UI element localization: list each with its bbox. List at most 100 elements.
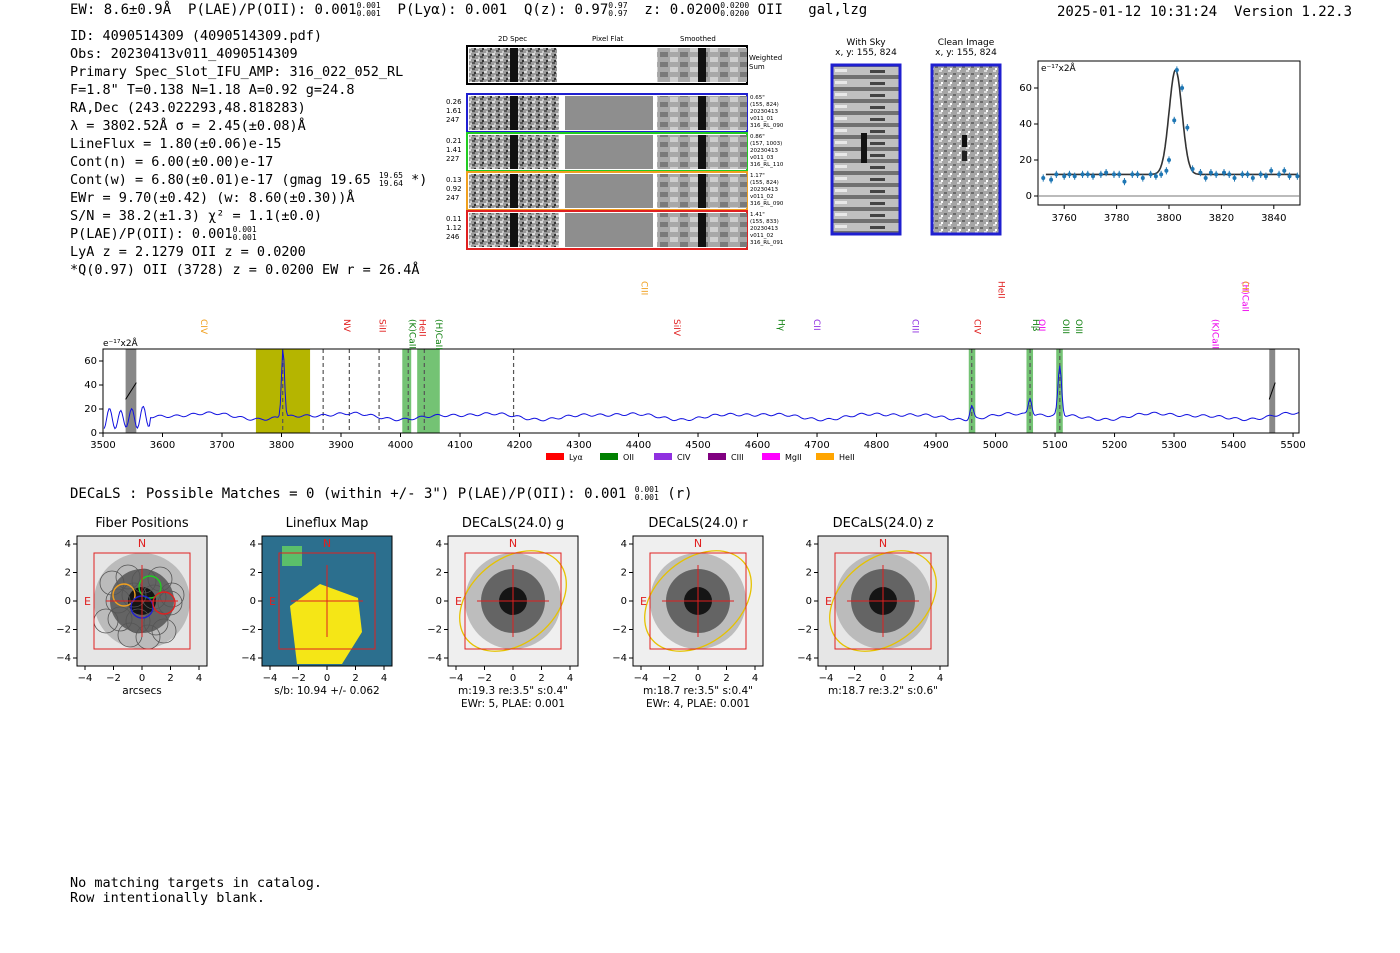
fit-data-point <box>1185 125 1190 130</box>
cutout-emission-line <box>510 174 518 208</box>
spectrum-line-label: Hγ <box>775 319 785 332</box>
fit-data-point <box>1295 174 1300 179</box>
decals-east-label: E <box>84 595 91 608</box>
fit-data-point <box>1140 176 1145 180</box>
fit-data-point <box>1263 174 1268 179</box>
spectrum-xtick-label: 4300 <box>566 440 591 451</box>
decals-caption: arcsecs <box>122 685 161 697</box>
spectrum-xtick-label: 5500 <box>1280 440 1305 451</box>
fit-data-point <box>1041 176 1046 180</box>
decals-xtick-label: 2 <box>167 673 173 684</box>
spectrum-line-label: OIII <box>1060 319 1070 334</box>
fiber-highlight <box>138 575 162 599</box>
decals-xtick-label: −4 <box>263 673 278 684</box>
cutout-smoothed-line <box>698 174 706 208</box>
cutout-row-left-label: 0.26 1.61 247 <box>446 98 462 124</box>
decals-caption-2: EWr: 4, PLAE: 0.001 <box>646 698 750 710</box>
fiber-circle <box>121 582 147 608</box>
header-plae: P(LAE)/P(OII): 0.001 <box>188 2 357 18</box>
decals-ytick-label: −2 <box>797 625 812 636</box>
spectrum-xtick-label: 3700 <box>209 440 234 451</box>
decals-east-label: E <box>825 595 832 608</box>
fit-data-point <box>1054 172 1059 177</box>
decals-xtick-label: 0 <box>880 673 886 684</box>
decals-ytick-label: 0 <box>806 596 812 607</box>
info-primary: Primary Spec_Slot_IFU_AMP: 316_022_052_R… <box>70 64 404 80</box>
cutout-row-right-label: 1.17" (155, 824) 20230413 v011_02 316_RL_090 <box>750 173 784 207</box>
fit-ytick-label: 40 <box>1019 119 1032 130</box>
spectrum-band-green <box>417 349 440 433</box>
legend-swatch <box>708 453 726 460</box>
decals-caption-2: EWr: 5, PLAE: 0.001 <box>461 698 565 710</box>
decals-ytick-label: 2 <box>65 568 71 579</box>
fit-data-point <box>1135 172 1140 177</box>
info-q: *Q(0.97) OII (3728) z = 0.0200 EW r = 26… <box>70 262 420 278</box>
spectrum-line-label: (K)CaII <box>1210 319 1220 349</box>
info-fwhm: F=1.8" T=0.138 N=1.18 A=0.92 g=24.8 <box>70 82 355 98</box>
info-obs: Obs: 20230413v011_4090514309 <box>70 46 298 62</box>
decals-ytick-label: 4 <box>436 539 442 550</box>
header-plya: P(Lyα): 0.001 <box>397 2 508 18</box>
fit-data-point <box>1085 172 1090 177</box>
decals-summary: DECaLS : Possible Matches = 0 (within +/… <box>70 485 693 503</box>
cutout-emission-line <box>510 135 518 169</box>
fit-data-point <box>1174 68 1179 72</box>
decals-ytick-label: −2 <box>427 625 442 636</box>
decals-panel-title: Fiber Positions <box>95 516 188 531</box>
spectrum-line-label: (K)CaII <box>406 319 416 349</box>
fit-xtick-label: 3780 <box>1104 213 1129 224</box>
spectrum-band-green <box>402 349 412 433</box>
spectrum-line-label: OIII <box>1073 319 1083 334</box>
header-z-line: OII <box>757 2 783 18</box>
cutout-row-left-label: 0.13 0.92 247 <box>446 176 462 202</box>
info-id: ID: 4090514309 (4090514309.pdf) <box>70 28 322 44</box>
decals-east-label: E <box>455 595 462 608</box>
fiber-circle <box>125 608 151 634</box>
fit-data-point <box>1159 172 1164 177</box>
cutout-row-left-label: 0.11 1.12 246 <box>446 215 462 241</box>
fit-data-point <box>1240 172 1245 177</box>
fit-data-point <box>1072 174 1077 179</box>
fit-data-point <box>1130 172 1135 177</box>
header-ew: EW: 8.6±0.9Å <box>70 2 172 18</box>
fit-data-point <box>1167 158 1171 162</box>
fit-data-point <box>1067 172 1072 177</box>
info-ewr: EWr = 9.70(±0.42) (w: 8.60(±0.30))Å <box>70 190 355 206</box>
decals-xtick-label: −2 <box>477 673 492 684</box>
spectrum-xtick-label: 4800 <box>864 440 889 451</box>
legend-label: MgII <box>785 453 802 462</box>
fit-ytick-label: 60 <box>1019 83 1032 94</box>
weighted-label: Weighted Sum <box>749 54 783 71</box>
with-sky-title: With Sky x, y: 155, 824 <box>835 38 897 58</box>
decals-xtick-label: 0 <box>695 673 701 684</box>
decals-ytick-label: −2 <box>56 625 71 636</box>
legend-swatch <box>600 453 618 460</box>
legend-swatch <box>762 453 780 460</box>
decals-xtick-label: 0 <box>510 673 516 684</box>
decals-xtick-label: −2 <box>847 673 862 684</box>
decals-panel-title: Lineflux Map <box>286 516 369 531</box>
spectrum-xtick-label: 5000 <box>983 440 1008 451</box>
legend-label: CIII <box>731 453 744 462</box>
spectrum-xtick-label: 5100 <box>1042 440 1067 451</box>
cutout-smoothed-line <box>698 213 706 247</box>
decals-ytick-label: 2 <box>250 568 256 579</box>
footer-line-2: Row intentionally blank. <box>70 890 266 906</box>
fit-data-point <box>1198 170 1203 175</box>
legend-swatch <box>546 453 564 460</box>
spectrum-ylabel: e⁻¹⁷x2Å <box>103 337 139 349</box>
decals-panel-title: DECaLS(24.0) z <box>833 516 934 531</box>
clean-image-title: Clean Image x, y: 155, 824 <box>935 38 997 58</box>
info-radec: RA,Dec (243.022293,48.818283) <box>70 100 306 116</box>
decals-aperture-ellipse <box>644 550 752 652</box>
fit-data-point <box>1117 172 1122 177</box>
decals-north-label: N <box>694 537 702 550</box>
spectrum-line-label: Hβ <box>1030 319 1040 332</box>
cutout-row-right-label: 1.41" (155, 833) 20230413 v011_02 316_RL_091 <box>750 212 784 246</box>
spectrum-line-label: HeII <box>996 281 1006 299</box>
decals-panel-title: DECaLS(24.0) g <box>462 516 564 531</box>
spectrum-line-label: CIV <box>972 319 982 335</box>
decals-ytick-label: 4 <box>621 539 627 550</box>
